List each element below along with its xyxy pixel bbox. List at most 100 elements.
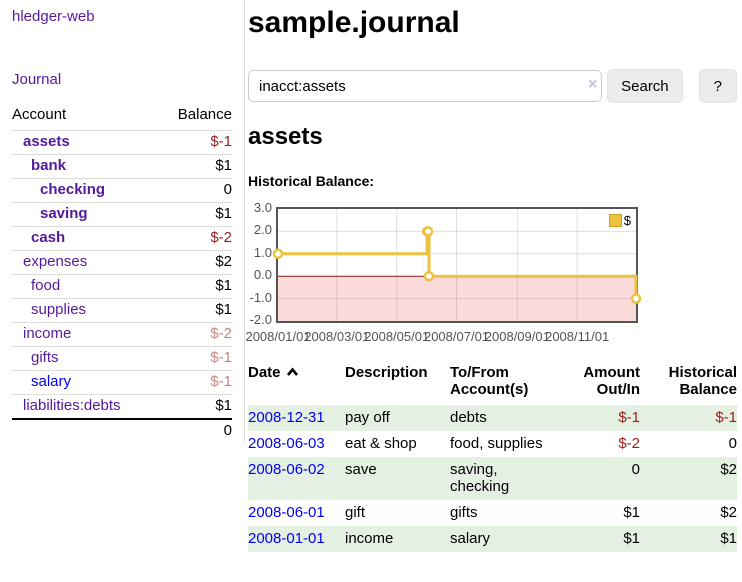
search-form: × Search ? [248, 69, 737, 103]
data-point-marker[interactable] [422, 226, 434, 237]
transaction-row: 2008-06-03 eat & shop food, supplies $-2… [248, 431, 737, 457]
transaction-balance: $1 [720, 530, 737, 547]
balance-chart: $ 3.0 2.0 1.0 0.0 -1.0 -2.0 2008/01/01 2008/03/… [245, 200, 737, 344]
account-balance: $1 [158, 394, 232, 419]
transaction-accounts: salary [450, 530, 491, 547]
app-title-link[interactable]: hledger-web [12, 8, 95, 25]
y-axis-tick-label: 0.0 [253, 267, 272, 283]
account-link-expenses[interactable]: expenses [23, 253, 88, 270]
account-row-gifts: gifts $-1 [12, 346, 232, 371]
sidebar: hledger-web Journal Account Balance asse… [0, 0, 245, 443]
transaction-balance: $-1 [715, 409, 737, 426]
account-link-gifts[interactable]: gifts [31, 349, 59, 366]
balance-column-header: Historical Balance [668, 364, 737, 398]
accounts-table: Account Balance assets $-1 bank $1 check… [12, 104, 232, 443]
account-row-cash: cash $-2 [12, 226, 232, 251]
transaction-date-link[interactable]: 2008-12-31 [248, 409, 325, 426]
transaction-description: income [345, 530, 394, 547]
transaction-description: gift [345, 504, 366, 521]
account-link-supplies[interactable]: supplies [31, 301, 87, 318]
account-link-salary[interactable]: salary [31, 373, 72, 390]
account-row-liabilities-debts: liabilities:debts $1 [12, 394, 232, 419]
account-link-saving[interactable]: saving [40, 205, 88, 222]
transaction-row: 2008-12-31 pay off debts $-1 $-1 [248, 405, 737, 431]
account-balance: $2 [158, 250, 232, 275]
account-link-assets[interactable]: assets [23, 133, 70, 150]
account-link-checking[interactable]: checking [40, 181, 106, 198]
account-balance: $1 [158, 154, 232, 179]
y-axis-tick-label: -1.0 [249, 289, 272, 305]
transaction-description: pay off [345, 409, 390, 426]
app-title: hledger-web [12, 8, 232, 25]
chart-legend: $ [606, 212, 633, 229]
account-column-header: Account [12, 106, 67, 123]
transaction-amount: 0 [631, 461, 640, 478]
account-link-cash[interactable]: cash [31, 229, 66, 246]
account-balance: 0 [158, 178, 232, 203]
transaction-accounts: food, supplies [450, 435, 543, 452]
account-balance: $1 [158, 274, 232, 299]
account-row-income: income $-2 [12, 322, 232, 347]
account-heading: assets [248, 123, 323, 150]
transaction-amount: $1 [623, 504, 640, 521]
search-input[interactable] [248, 70, 603, 102]
sort-ascending-icon [286, 367, 298, 376]
page-title: sample.journal [248, 6, 460, 39]
data-point-marker[interactable] [272, 248, 284, 260]
account-row-saving: saving $1 [12, 202, 232, 227]
account-balance: $1 [158, 202, 232, 227]
transaction-date-link[interactable]: 2008-06-03 [248, 435, 325, 452]
y-axis-tick-label: 2.0 [253, 222, 272, 238]
account-row-salary: salary $-1 [12, 370, 232, 395]
data-point-marker[interactable] [630, 293, 642, 304]
journal-link[interactable]: Journal [12, 71, 62, 88]
account-row-supplies: supplies $1 [12, 298, 232, 323]
accounts-total-value: 0 [158, 418, 232, 443]
account-balance: $-2 [158, 226, 232, 251]
chart-canvas [272, 209, 642, 321]
chart-heading: Historical Balance: [248, 173, 375, 189]
transaction-amount: $1 [623, 530, 640, 547]
account-row-assets: assets $-1 [12, 130, 232, 155]
account-row-checking: checking 0 [12, 178, 232, 203]
data-point-marker[interactable] [423, 270, 435, 282]
x-axis-tick-label: 2008/01/01 [245, 329, 311, 344]
transaction-date-link[interactable]: 2008-06-01 [248, 504, 325, 521]
accounts-column-header: To/From Account(s) [450, 364, 529, 398]
account-link-liabilities-debts[interactable]: liabilities:debts [23, 397, 121, 414]
account-link-food[interactable]: food [31, 277, 61, 294]
x-axis-tick-label: 2008/05/01 [364, 329, 430, 344]
description-column-header: Description [345, 364, 428, 381]
transaction-description: save [345, 461, 377, 478]
clear-search-icon[interactable]: × [588, 76, 598, 93]
y-axis-tick-label: 3.0 [253, 200, 272, 215]
transaction-accounts: debts [450, 409, 487, 426]
account-balance: $-1 [158, 130, 232, 155]
negative-region [278, 276, 636, 321]
account-balance: $-2 [158, 322, 232, 347]
account-balance: $-1 [158, 370, 232, 395]
transaction-description: eat & shop [345, 435, 417, 452]
help-button[interactable]: ? [698, 69, 737, 103]
main-content: sample.journal × Search ? assets Histori… [245, 0, 737, 552]
legend-label: $ [623, 213, 631, 228]
accounts-table-header: Account Balance [12, 104, 232, 131]
balance-column-header: Balance [177, 106, 232, 123]
journal-nav: Journal [12, 71, 232, 88]
x-axis-tick-label: 2008/11/01 [545, 329, 610, 344]
accounts-total-row: 0 [12, 418, 232, 443]
date-column-header[interactable]: Date [248, 362, 345, 405]
transaction-row: 2008-06-02 save saving, checking 0 $2 [248, 457, 737, 500]
transaction-date-link[interactable]: 2008-01-01 [248, 530, 325, 547]
x-axis-tick-label: 2008/07/01 [423, 329, 490, 344]
legend-swatch-icon [608, 214, 622, 227]
transaction-amount: $-1 [618, 409, 640, 426]
transaction-date-link[interactable]: 2008-06-02 [248, 461, 325, 478]
account-link-income[interactable]: income [23, 325, 72, 342]
account-link-bank[interactable]: bank [31, 157, 67, 174]
transactions-header-row: Date Description To/From Account(s) Amou… [248, 362, 737, 405]
account-row-expenses: expenses $2 [12, 250, 232, 275]
search-button[interactable]: Search [607, 69, 683, 103]
y-axis-tick-label: -2.0 [249, 312, 272, 327]
y-axis-tick-label: 1.0 [253, 244, 272, 260]
